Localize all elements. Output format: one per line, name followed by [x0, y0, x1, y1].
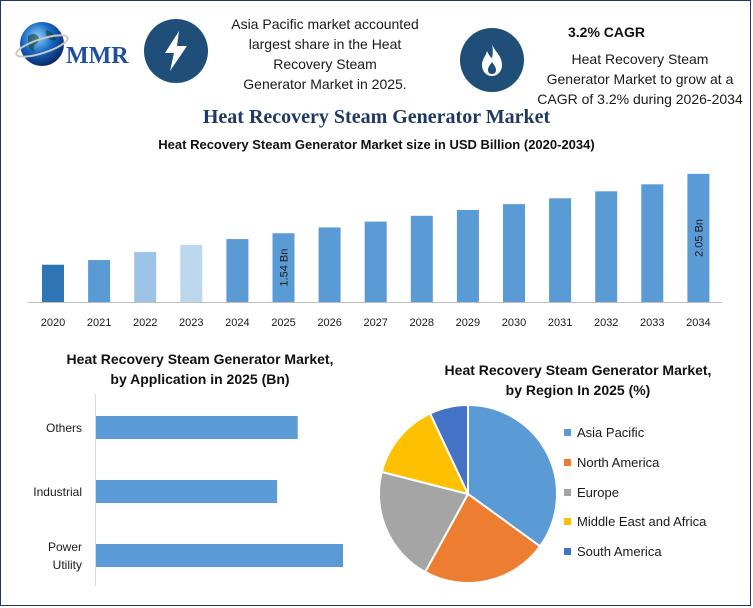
- globe-logo-icon: [15, 22, 69, 66]
- pie-slice-middle-east-and-africa: [380, 412, 470, 496]
- bar-data-label: 2.05 Bn: [693, 219, 705, 257]
- application-title-line: Heat Recovery Steam Generator Market,: [66, 351, 334, 367]
- page-title: Heat Recovery Steam Generator Market: [202, 106, 551, 128]
- y-tick-label: Utility: [53, 558, 82, 572]
- bar-2033: [641, 184, 664, 302]
- x-tick-label: 2030: [502, 317, 526, 329]
- application-title-line: by Application in 2025 (Bn): [110, 371, 290, 387]
- x-tick-label: 2032: [594, 317, 618, 329]
- right-info-line: Heat Recovery Steam: [571, 51, 709, 67]
- x-tick-label: 2031: [548, 317, 572, 329]
- bar-2024: [226, 239, 249, 302]
- bar-2034: [687, 173, 710, 302]
- legend-swatch: [564, 548, 571, 556]
- x-tick-label: 2033: [640, 317, 664, 329]
- legend-item: South America: [564, 537, 706, 567]
- x-tick-label: 2026: [317, 317, 341, 329]
- cagr-title: 3.2% CAGR: [568, 24, 646, 40]
- legend-item: Asia Pacific: [564, 418, 706, 448]
- legend-label: Asia Pacific: [577, 425, 645, 441]
- legend-label: South America: [577, 544, 662, 560]
- pie-slice-north-america: [423, 492, 542, 584]
- bar-2020: [42, 264, 64, 302]
- bar-2022: [134, 251, 157, 302]
- legend-swatch: [564, 459, 571, 467]
- right-info-text: Heat Recovery Steam Generator Market to …: [534, 49, 746, 109]
- right-info-line: CAGR of 3.2% during 2026-2034: [537, 91, 743, 107]
- legend-swatch: [564, 488, 571, 496]
- legend-swatch: [564, 429, 571, 437]
- bar-data-label: 1.54 Bn: [279, 249, 291, 287]
- x-tick-label: 2022: [133, 317, 157, 329]
- x-tick-label: 2029: [456, 317, 480, 329]
- hbar-industrial: [96, 480, 278, 503]
- right-info-line: Generator Market to grow at a: [546, 71, 734, 87]
- left-info-line: largest share in the Heat: [248, 36, 402, 52]
- region-title-line: Heat Recovery Steam Generator Market,: [444, 362, 712, 378]
- x-tick-label: 2025: [271, 317, 295, 329]
- legend-swatch: [564, 518, 571, 526]
- left-info-text: Asia Pacific market accounted largest sh…: [222, 14, 428, 94]
- bar-chart-title: Heat Recovery Steam Generator Market siz…: [158, 137, 595, 152]
- x-tick-label: 2024: [225, 317, 249, 329]
- y-tick-label: Others: [46, 421, 82, 435]
- bar-2027: [364, 221, 387, 302]
- legend-label: Middle East and Africa: [577, 514, 707, 530]
- flame-icon: [460, 28, 524, 92]
- pie-slice-south-america: [428, 403, 469, 495]
- legend-label: North America: [577, 455, 660, 471]
- logo-text: MMR: [66, 43, 129, 69]
- lightning-icon: [144, 19, 208, 83]
- x-tick-label: 2021: [87, 317, 111, 329]
- x-tick-label: 2034: [686, 317, 710, 329]
- application-bar-chart: Others Industrial Power Utility: [33, 394, 343, 586]
- bar-2028: [410, 215, 433, 302]
- y-tick-label: Industrial: [33, 485, 82, 499]
- bar-2031: [549, 198, 572, 302]
- region-pie-chart: [378, 403, 558, 584]
- pie-legend: Asia Pacific North America Europe Middle…: [564, 418, 706, 566]
- left-info-line: Asia Pacific market accounted: [231, 16, 419, 32]
- x-tick-label: 2028: [410, 317, 434, 329]
- pie-slice-europe: [378, 470, 470, 574]
- y-tick-label: Power: [48, 540, 82, 554]
- bar-2021: [88, 260, 111, 302]
- region-title-line: by Region In 2025 (%): [505, 382, 651, 398]
- region-chart-title: Heat Recovery Steam Generator Market, by…: [418, 360, 738, 400]
- market-size-bar-chart: 2020 2021 2022 2023 2024 2025 1.54 Bn 2026 2027 2…: [28, 173, 722, 329]
- left-info-line: Recovery Steam: [273, 56, 377, 72]
- x-tick-label: 2023: [179, 317, 203, 329]
- legend-item: Europe: [564, 477, 706, 507]
- application-chart-title: Heat Recovery Steam Generator Market, by…: [30, 349, 370, 389]
- bar-2023: [180, 244, 203, 302]
- x-tick-label: 2027: [363, 317, 387, 329]
- left-info-line: Generator Market in 2025.: [243, 76, 407, 92]
- pie-slice-asia-pacific: [467, 403, 558, 548]
- bar-2026: [318, 227, 341, 302]
- bar-2029: [456, 209, 479, 302]
- hbar-others: [96, 416, 298, 439]
- bar-2032: [595, 191, 618, 302]
- bar-2030: [503, 204, 525, 302]
- legend-label: Europe: [577, 484, 619, 500]
- legend-item: Middle East and Africa: [564, 507, 706, 537]
- bar-2025: [272, 233, 295, 302]
- legend-item: North America: [564, 448, 706, 478]
- x-tick-label: 2020: [41, 317, 65, 329]
- hbar-power-utility: [96, 544, 343, 567]
